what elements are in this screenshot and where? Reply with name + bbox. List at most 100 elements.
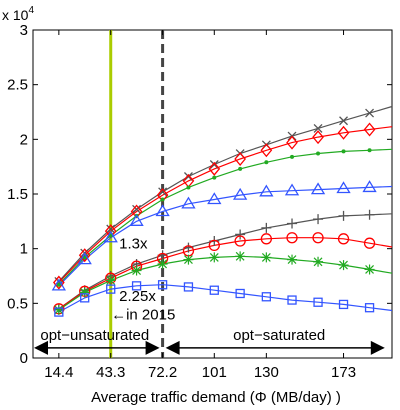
region-label: opt−unsaturated <box>40 327 149 344</box>
data-point <box>313 123 323 133</box>
data-point <box>234 151 246 167</box>
data-point <box>261 292 272 302</box>
data-point <box>235 229 246 240</box>
arrow-head <box>370 340 385 355</box>
y-tick-label: 0.5 <box>7 295 28 312</box>
data-point <box>183 282 194 292</box>
data-point <box>78 248 91 263</box>
arrow-head <box>34 340 48 355</box>
data-point <box>183 172 193 181</box>
arrow-head <box>165 340 180 355</box>
data-point <box>313 297 323 307</box>
data-point <box>287 254 298 265</box>
data-point <box>260 233 273 245</box>
data-point <box>364 209 375 220</box>
data-point <box>209 285 219 295</box>
data-point <box>341 149 346 154</box>
y-tick-label: 2.5 <box>7 77 28 94</box>
region-label: opt−saturated <box>233 327 325 344</box>
data-point <box>155 204 170 217</box>
data-point <box>79 287 90 298</box>
data-point <box>290 154 295 159</box>
y-tick-label: 1 <box>20 241 28 258</box>
data-point <box>364 264 375 275</box>
data-point <box>260 143 273 158</box>
data-point <box>106 284 116 294</box>
data-point <box>261 222 272 233</box>
x-tick-label: 173 <box>331 364 356 381</box>
data-point <box>339 116 348 126</box>
data-point <box>238 166 243 171</box>
y-exponent-label: x 104 <box>2 5 34 23</box>
data-point <box>363 237 376 249</box>
data-point <box>207 192 222 205</box>
data-point <box>286 135 298 150</box>
data-point <box>208 239 220 252</box>
x-tick-label: 101 <box>202 364 227 381</box>
data-point <box>208 161 221 176</box>
data-point <box>261 252 272 263</box>
series-markers <box>51 108 377 317</box>
y-tick-label: 2 <box>20 131 28 148</box>
data-point <box>181 196 196 209</box>
data-point <box>77 252 92 265</box>
data-point <box>209 252 220 263</box>
data-point <box>157 280 168 290</box>
data-point <box>51 278 66 291</box>
data-point <box>337 125 350 140</box>
data-point <box>80 293 90 303</box>
data-point <box>286 232 298 244</box>
data-point <box>287 218 298 229</box>
data-point <box>105 275 116 286</box>
x-tick-label: 72.2 <box>148 364 177 381</box>
reference-lines <box>109 30 165 358</box>
data-point <box>264 160 269 165</box>
data-point <box>336 181 351 194</box>
data-point <box>54 307 64 317</box>
data-point <box>212 175 217 180</box>
data-point <box>53 275 65 290</box>
series-line-1 <box>58 105 393 282</box>
y-tick-label: 3 <box>20 22 28 39</box>
data-point <box>131 265 142 276</box>
plot-area <box>32 29 393 359</box>
chart-annotation: ←in 2015 <box>111 307 175 324</box>
data-point <box>313 214 324 225</box>
data-point <box>232 187 248 200</box>
x-axis-label: Average traffic demand (Φ (MB/day) ) <box>91 389 341 406</box>
data-point <box>316 151 321 156</box>
data-point <box>337 233 350 245</box>
chart-annotation: 1.3x <box>119 236 148 253</box>
data-point <box>287 295 297 305</box>
data-point <box>313 256 324 267</box>
data-point <box>131 281 142 291</box>
y-exponent-power: 4 <box>28 5 34 16</box>
data-point <box>259 184 274 197</box>
data-point <box>312 232 324 244</box>
data-point <box>158 187 168 197</box>
data-point <box>338 260 349 271</box>
region-arrows <box>34 340 385 355</box>
data-point <box>160 197 165 202</box>
data-point <box>56 282 61 287</box>
y-tick-label: 0 <box>20 350 28 367</box>
axis-ticks <box>33 29 392 359</box>
data-point <box>363 122 376 137</box>
data-point <box>367 148 372 153</box>
data-point <box>106 224 116 234</box>
y-exponent-base: x 10 <box>2 7 29 23</box>
data-point <box>338 299 349 310</box>
data-point <box>365 108 375 118</box>
chart-texts: 0 0.5 1 1.5 2 2.5 3 14.4 43.3 72.2 101 130 173 opt−un… <box>7 22 356 381</box>
data-point <box>209 160 219 169</box>
x-tick-label: 130 <box>254 364 279 381</box>
data-point <box>338 210 349 221</box>
data-point <box>157 258 168 269</box>
x-tick-label: 14.4 <box>44 364 73 381</box>
data-point <box>234 235 246 247</box>
y-tick-label: 1.5 <box>7 186 28 203</box>
data-point <box>103 230 118 243</box>
data-point <box>364 303 375 313</box>
